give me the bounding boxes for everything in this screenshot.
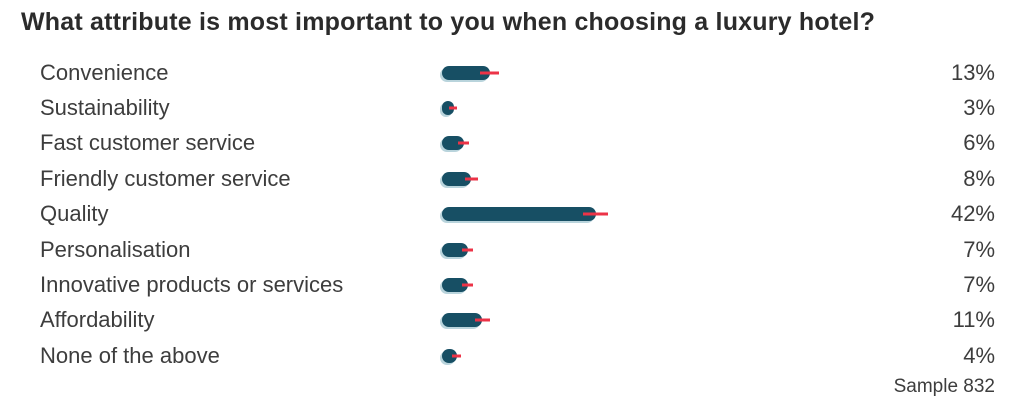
chart-title: What attribute is most important to you … [21, 8, 876, 36]
error-bar [583, 212, 609, 216]
error-bar [452, 354, 462, 358]
error-bar [464, 177, 478, 181]
sample-size-note: Sample 832 [893, 376, 995, 397]
value-label: 42% [950, 201, 995, 227]
bar-area [442, 338, 924, 373]
category-label: Innovative products or services [40, 272, 344, 298]
chart-row: Sustainability 3% [0, 90, 1024, 125]
category-label: Convenience [40, 59, 169, 85]
category-label: Sustainability [40, 95, 170, 121]
bar-area [442, 161, 924, 196]
error-bar [461, 248, 474, 252]
bar-area [442, 55, 924, 90]
error-bar [448, 106, 457, 110]
bar-area [442, 232, 924, 267]
bar [442, 348, 457, 363]
category-label: Fast customer service [40, 130, 256, 156]
bar-area [442, 267, 924, 302]
value-label: 7% [963, 272, 995, 298]
bar [442, 207, 596, 222]
bar [442, 65, 490, 80]
chart-row: Quality 42% [0, 197, 1024, 232]
value-label: 4% [963, 342, 995, 368]
bar [442, 171, 472, 186]
bar [442, 278, 468, 293]
category-label: Affordability [40, 307, 155, 333]
value-label: 11% [952, 307, 995, 333]
chart-row: Fast customer service 6% [0, 126, 1024, 161]
error-bar [458, 141, 470, 145]
chart-row: Friendly customer service 8% [0, 161, 1024, 196]
bar [442, 313, 483, 328]
category-label: Personalisation [40, 236, 191, 262]
value-label: 6% [963, 130, 995, 156]
value-label: 8% [963, 165, 995, 191]
value-label: 3% [963, 95, 995, 121]
bar-area [442, 126, 924, 161]
error-bar [474, 318, 490, 322]
value-label: 7% [963, 236, 995, 262]
bar-area [442, 303, 924, 338]
error-bar [462, 283, 474, 287]
bar [442, 101, 454, 116]
bar [442, 136, 464, 151]
chart-rows: Convenience 13% Sustainability 3% Fast c… [0, 55, 1024, 374]
bar [442, 242, 468, 257]
value-label: 13% [950, 59, 995, 85]
category-label: Quality [40, 201, 109, 227]
chart-row: None of the above 4% [0, 338, 1024, 373]
chart-row: Affordability 11% [0, 303, 1024, 338]
error-bar [480, 71, 499, 75]
category-label: None of the above [40, 342, 220, 368]
chart-row: Convenience 13% [0, 55, 1024, 90]
bar-area [442, 90, 924, 125]
chart-row: Innovative products or services 7% [0, 267, 1024, 302]
bar-area [442, 197, 924, 232]
chart-row: Personalisation 7% [0, 232, 1024, 267]
category-label: Friendly customer service [40, 165, 291, 191]
